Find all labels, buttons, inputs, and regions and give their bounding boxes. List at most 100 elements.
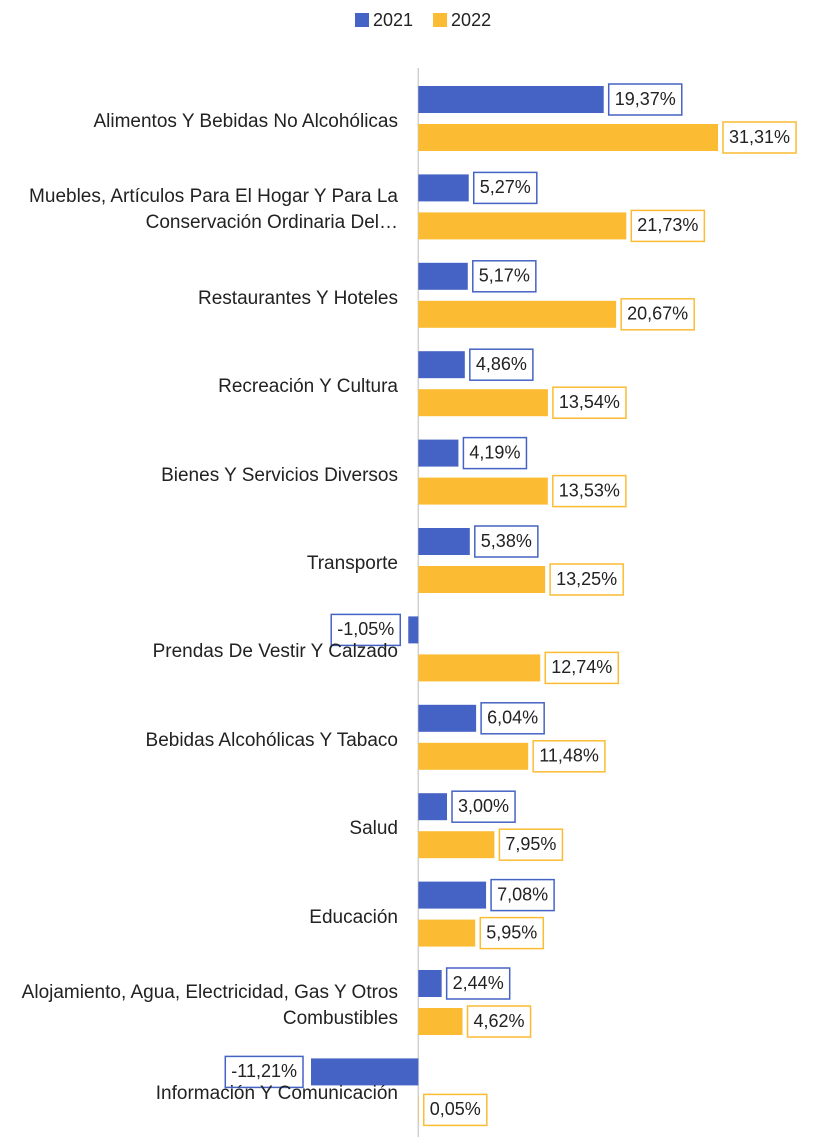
bar xyxy=(418,300,617,328)
bar xyxy=(418,477,548,505)
bar xyxy=(418,704,477,732)
data-label-box xyxy=(498,828,564,861)
bar xyxy=(418,124,718,151)
bar xyxy=(418,389,548,417)
data-label-box xyxy=(722,121,797,154)
bar xyxy=(418,831,495,859)
legend-item: 2021 xyxy=(355,10,413,30)
data-label-text: 31,31% xyxy=(729,127,790,147)
data-label-box xyxy=(552,474,627,508)
legend-swatch xyxy=(433,13,448,27)
data-label-text: 7,08% xyxy=(497,884,548,904)
bar xyxy=(418,654,541,682)
data-label: 4,62% xyxy=(466,1005,532,1038)
bar xyxy=(418,793,448,821)
bar xyxy=(418,1008,463,1035)
data-label: 19,37% xyxy=(607,83,683,116)
data-label-box xyxy=(607,83,683,116)
bar xyxy=(418,528,470,555)
data-label: 13,54% xyxy=(552,386,627,419)
data-label-box xyxy=(423,1093,488,1127)
data-label-text: 13,53% xyxy=(559,480,620,500)
data-label-text: -11,21% xyxy=(231,1061,297,1081)
data-label: 11,48% xyxy=(532,740,606,773)
data-label-text: 20,67% xyxy=(627,304,688,324)
data-label-box xyxy=(466,1005,532,1038)
data-label-box xyxy=(224,1055,304,1089)
data-label-text: 3,00% xyxy=(458,796,509,816)
legend-label: 2021 xyxy=(373,10,413,30)
data-label-text: 2,44% xyxy=(453,973,504,993)
category-label: Alojamiento, Agua, Electricidad, Gas Y O… xyxy=(21,982,398,1029)
data-label: -1,05% xyxy=(330,613,402,647)
data-label: 6,04% xyxy=(480,702,545,735)
data-label-text: 5,95% xyxy=(486,922,537,942)
data-label-box xyxy=(451,790,516,823)
data-label: 7,08% xyxy=(490,878,555,912)
data-label-text: 21,73% xyxy=(637,215,698,235)
data-label-text: 11,48% xyxy=(539,746,599,766)
category-label: Información Y Comunicación xyxy=(155,1083,398,1105)
category-label: Bienes Y Servicios Diversos xyxy=(161,464,398,486)
data-label-box xyxy=(445,967,511,1000)
data-label-box xyxy=(620,298,695,331)
data-label-text: 5,17% xyxy=(479,266,530,286)
data-label-box xyxy=(472,260,537,293)
bar xyxy=(418,881,487,909)
category-label: Recreación Y Cultura xyxy=(218,376,398,398)
data-label: 5,38% xyxy=(474,525,539,558)
data-label-box xyxy=(474,525,539,558)
data-label: 5,17% xyxy=(472,260,537,293)
data-label-text: 4,19% xyxy=(469,442,520,462)
legend-label: 2022 xyxy=(451,10,491,30)
data-label-box xyxy=(479,916,545,950)
data-label-text: -1,05% xyxy=(337,619,394,639)
data-label: 7,95% xyxy=(498,828,564,861)
bar xyxy=(418,970,442,997)
data-label-text: 19,37% xyxy=(615,89,676,109)
data-label-box xyxy=(490,878,555,912)
bar xyxy=(408,616,419,644)
data-label-box xyxy=(472,171,538,205)
bar xyxy=(418,566,546,593)
data-label: -11,21% xyxy=(224,1055,304,1089)
category-label: Bebidas Alcohólicas Y Tabaco xyxy=(145,729,398,751)
legend-swatch xyxy=(355,13,369,27)
data-label: 13,25% xyxy=(549,563,624,596)
data-label-text: 6,04% xyxy=(487,708,538,728)
data-label-text: 7,95% xyxy=(505,834,556,854)
data-label-text: 0,05% xyxy=(430,1099,481,1119)
category-label: Transporte xyxy=(306,553,398,574)
bar xyxy=(418,742,529,770)
category-label: Restaurantes Y Hoteles xyxy=(198,287,398,309)
data-label: 2,44% xyxy=(445,967,511,1000)
category-label: Muebles, Artículos Para El Hogar Y Para … xyxy=(29,186,398,234)
data-label-text: 5,27% xyxy=(480,177,531,197)
bar xyxy=(418,212,627,240)
data-label-box xyxy=(480,702,545,735)
legend-item: 2022 xyxy=(433,10,491,30)
bar xyxy=(311,1058,419,1086)
bar xyxy=(418,439,459,467)
data-label-box xyxy=(544,651,620,685)
data-label-box xyxy=(330,613,402,647)
bar xyxy=(418,86,604,113)
data-label-box xyxy=(469,348,534,381)
category-label: Prendas De Vestir Y Calzado xyxy=(152,641,398,663)
data-label-box xyxy=(549,563,624,596)
data-label-text: 4,86% xyxy=(476,354,527,374)
data-label: 0,05% xyxy=(423,1093,488,1127)
bar xyxy=(418,174,469,202)
data-label-box xyxy=(630,209,706,243)
category-label: Alimentos Y Bebidas No Alcohólicas xyxy=(93,111,398,132)
data-label-box xyxy=(462,436,528,470)
data-label: 4,19% xyxy=(462,436,528,470)
bar xyxy=(418,919,476,947)
bar xyxy=(418,262,468,290)
data-label-text: 13,25% xyxy=(556,569,617,589)
data-label-box xyxy=(552,386,627,419)
data-label: 5,27% xyxy=(472,171,538,205)
category-label: Salud xyxy=(349,818,398,840)
data-label: 13,53% xyxy=(552,474,627,508)
data-label: 21,73% xyxy=(630,209,706,243)
